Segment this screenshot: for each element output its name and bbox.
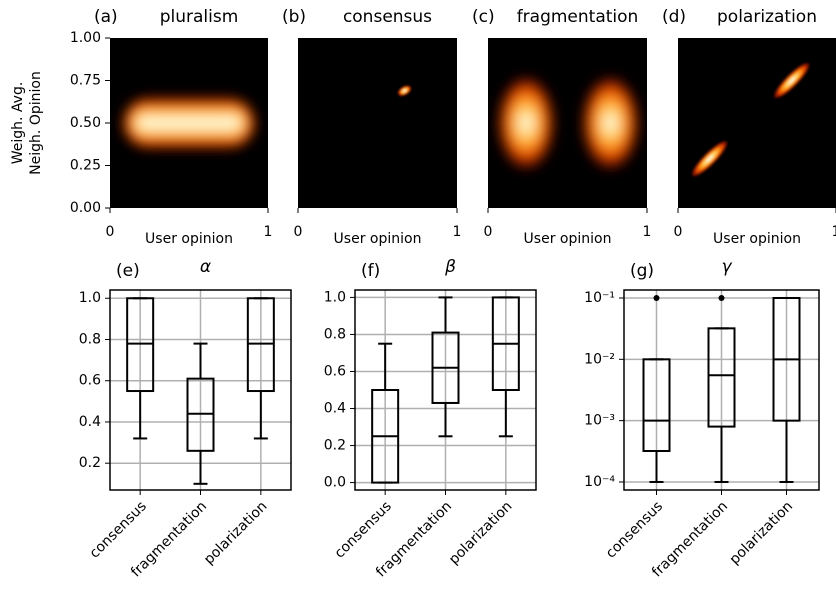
box <box>246 297 275 393</box>
x-axis-label: User opinion <box>334 231 422 247</box>
x-tick-label: consensus <box>332 498 395 561</box>
x-axis-label: User opinion <box>713 231 801 247</box>
panel-title: fragmentation <box>517 7 639 27</box>
blob-layer <box>138 117 240 129</box>
blob-layer <box>705 154 714 163</box>
blob-layers <box>397 85 412 96</box>
x-tick-label: 1 <box>643 224 652 240</box>
outlier <box>653 294 660 301</box>
box <box>642 358 671 452</box>
box <box>186 377 215 452</box>
y-tick-label: 10⁻⁴ <box>584 474 615 490</box>
y-tick-label: 0.75 <box>70 73 101 89</box>
blob-layers <box>774 63 810 98</box>
x-tick-label: 0 <box>484 224 493 240</box>
x-tick-label: polarization <box>446 498 516 568</box>
y-tick-label: 0.25 <box>70 158 101 174</box>
x-axis-label: User opinion <box>524 231 612 247</box>
panel-title: consensus <box>343 7 432 27</box>
density-blob <box>774 63 810 98</box>
blob-layers <box>122 97 256 149</box>
blob-layer <box>403 89 406 92</box>
y-tick-label: 1.0 <box>79 290 101 306</box>
density-blob <box>692 141 727 176</box>
axes-frame <box>354 289 537 491</box>
y-tick-label: 0.6 <box>79 373 101 389</box>
y-tick-label: 0.00 <box>70 200 101 216</box>
y-tick-label: 0.50 <box>70 115 101 131</box>
x-tick-label: consensus <box>87 498 150 561</box>
density-blob <box>122 97 256 149</box>
density-blob <box>499 78 554 168</box>
y-tick-label: 1.0 <box>324 289 346 305</box>
panel-label: (d) <box>662 7 686 27</box>
panel-label: (c) <box>472 7 495 27</box>
axes-frame <box>623 289 820 491</box>
x-tick-label: 0 <box>294 224 303 240</box>
axes-frame <box>109 289 292 491</box>
panel-label: (f) <box>361 261 380 281</box>
blob-layer <box>604 113 617 133</box>
y-tick-label: 10⁻³ <box>584 413 615 429</box>
panel-label: (g) <box>630 261 654 281</box>
y-tick-label: 0.6 <box>324 363 346 379</box>
y-axis-label: Weigh. Avg. <box>10 82 26 165</box>
y-axis-label: Neigh. Opinion <box>28 71 44 175</box>
panel-title: polarization <box>717 7 817 27</box>
panel-label: (b) <box>282 7 306 27</box>
heatmap-background <box>298 38 457 208</box>
box <box>126 297 155 393</box>
x-tick-label: 0 <box>106 224 115 240</box>
y-tick-label: 10⁻¹ <box>584 290 615 306</box>
panel-title: β <box>444 257 456 277</box>
panel-title: α <box>200 257 211 277</box>
x-tick-label: 0 <box>674 224 683 240</box>
y-tick-label: 0.4 <box>79 414 101 430</box>
blob-layers <box>692 141 727 176</box>
blob-layers <box>583 78 638 168</box>
y-tick-label: 0.8 <box>324 326 346 342</box>
blob-layer <box>520 113 533 133</box>
panel-title: pluralism <box>160 7 239 27</box>
y-tick-label: 0.0 <box>324 475 346 491</box>
x-axis-label: User opinion <box>145 231 233 247</box>
panel-label: (e) <box>116 261 140 281</box>
x-tick-label: polarization <box>201 498 271 568</box>
y-tick-label: 1.00 <box>70 30 101 46</box>
density-blob <box>397 85 412 96</box>
density-blob <box>583 78 638 168</box>
blob-layer <box>787 76 796 85</box>
blob-layers <box>499 78 554 168</box>
y-tick-label: 0.2 <box>79 455 101 471</box>
panel-title: γ <box>721 257 732 277</box>
y-tick-label: 10⁻² <box>584 351 615 367</box>
panel-label: (a) <box>94 7 118 27</box>
box <box>707 327 736 428</box>
x-tick-label: consensus <box>603 498 666 561</box>
y-tick-label: 0.8 <box>79 331 101 347</box>
heatmap-background <box>678 38 836 208</box>
x-tick-label: 1 <box>453 224 462 240</box>
outlier <box>718 294 725 301</box>
y-tick-label: 0.4 <box>324 401 346 417</box>
x-tick-label: 1 <box>264 224 273 240</box>
x-tick-label: 1 <box>832 224 836 240</box>
y-tick-label: 0.2 <box>324 438 346 454</box>
x-tick-label: polarization <box>727 498 797 568</box>
